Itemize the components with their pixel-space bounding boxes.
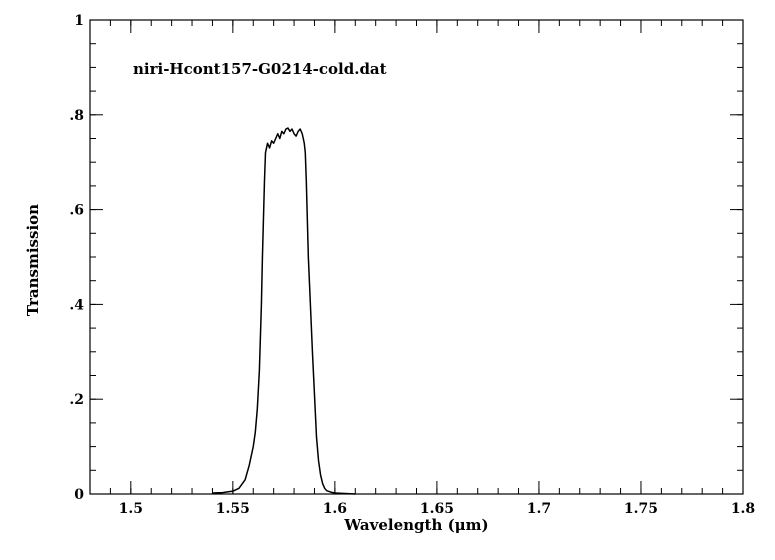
y-tick-label: 0 (74, 487, 84, 503)
series-layer (212, 127, 356, 495)
x-tick-label: 1.7 (527, 501, 551, 517)
x-tick-label: 1.8 (731, 501, 755, 517)
transmission-series-line (212, 127, 356, 495)
y-tick-label: .8 (69, 108, 84, 124)
y-tick-label: .4 (69, 297, 84, 313)
x-axis-label: Wavelength (μm) (343, 516, 488, 534)
x-tick-label: 1.65 (420, 501, 454, 517)
chart-title: niri-Hcont157-G0214-cold.dat (133, 60, 387, 78)
ticks-layer (89, 19, 744, 495)
x-tick-label: 1.55 (216, 501, 250, 517)
y-tick-label: .2 (69, 392, 84, 408)
plot-frame (89, 19, 744, 495)
y-axis-label: Transmission (24, 204, 42, 316)
y-tick-label: .6 (69, 203, 84, 219)
tick-labels-layer: 1.5 1.55 1.6 1.65 1.7 1.75 1.8 0 .2 .4 .6 .8 1 (69, 13, 755, 517)
x-tick-label: 1.75 (624, 501, 658, 517)
x-tick-label: 1.5 (119, 501, 143, 517)
y-tick-label: 1 (74, 13, 84, 29)
x-tick-label: 1.6 (323, 501, 347, 517)
